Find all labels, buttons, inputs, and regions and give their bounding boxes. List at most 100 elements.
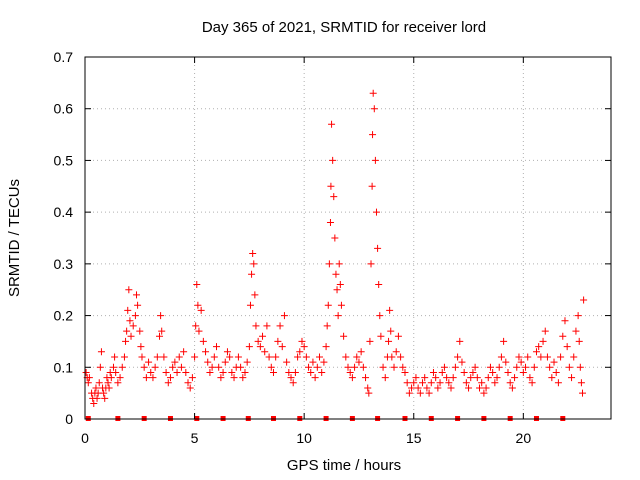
data-point bbox=[387, 327, 395, 335]
x-axis-label: GPS time / hours bbox=[287, 457, 401, 474]
data-point bbox=[524, 353, 532, 361]
data-point bbox=[109, 363, 117, 371]
data-point bbox=[127, 332, 135, 340]
data-point bbox=[125, 286, 133, 294]
data-point bbox=[329, 156, 337, 164]
data-point bbox=[330, 193, 338, 201]
data-point bbox=[261, 348, 269, 356]
data-point bbox=[283, 358, 291, 366]
data-point bbox=[548, 374, 556, 382]
data-point bbox=[434, 384, 442, 392]
data-point bbox=[219, 368, 227, 376]
data-point bbox=[112, 368, 120, 376]
data-point bbox=[101, 394, 109, 402]
data-point bbox=[563, 343, 571, 351]
data-point bbox=[300, 343, 308, 351]
data-point bbox=[399, 363, 407, 371]
data-point bbox=[526, 374, 534, 382]
y-tick-label: 0 bbox=[65, 411, 73, 427]
data-point bbox=[241, 368, 249, 376]
data-point bbox=[530, 363, 538, 371]
data-point bbox=[484, 374, 492, 382]
data-point bbox=[471, 363, 479, 371]
data-point bbox=[147, 368, 155, 376]
data-point bbox=[307, 368, 315, 376]
data-point bbox=[432, 374, 440, 382]
data-point bbox=[318, 368, 326, 376]
data-point bbox=[344, 363, 352, 371]
data-point bbox=[565, 363, 573, 371]
data-point bbox=[458, 358, 466, 366]
data-point bbox=[412, 374, 420, 382]
data-point bbox=[188, 374, 196, 382]
data-point bbox=[252, 322, 260, 330]
data-point bbox=[467, 374, 475, 382]
data-point bbox=[465, 384, 473, 392]
data-point bbox=[272, 353, 280, 361]
data-point bbox=[104, 379, 112, 387]
data-point bbox=[557, 353, 565, 361]
data-point bbox=[410, 379, 418, 387]
data-point bbox=[320, 358, 328, 366]
data-point bbox=[85, 374, 93, 382]
data-point bbox=[84, 379, 92, 387]
data-point bbox=[451, 363, 459, 371]
data-point bbox=[313, 363, 321, 371]
data-point bbox=[199, 337, 207, 345]
data-point bbox=[462, 379, 470, 387]
data-point bbox=[230, 374, 238, 382]
data-point bbox=[120, 353, 128, 361]
data-point bbox=[381, 374, 389, 382]
data-point bbox=[326, 218, 334, 226]
data-point bbox=[107, 374, 115, 382]
data-point bbox=[311, 374, 319, 382]
data-point bbox=[175, 353, 183, 361]
data-point bbox=[234, 353, 242, 361]
data-point bbox=[502, 358, 510, 366]
data-point bbox=[333, 286, 341, 294]
data-point bbox=[495, 363, 503, 371]
data-point bbox=[325, 260, 333, 268]
data-point bbox=[166, 374, 174, 382]
data-point bbox=[228, 368, 236, 376]
data-point bbox=[513, 363, 521, 371]
data-point bbox=[331, 234, 339, 242]
data-point bbox=[546, 363, 554, 371]
x-tick-label: 15 bbox=[406, 430, 422, 446]
data-point bbox=[173, 368, 181, 376]
data-point bbox=[184, 379, 192, 387]
y-tick-label: 0.4 bbox=[54, 204, 74, 220]
data-point bbox=[269, 368, 277, 376]
data-point bbox=[208, 363, 216, 371]
data-point bbox=[332, 270, 340, 278]
data-point bbox=[416, 389, 424, 397]
data-point bbox=[322, 343, 330, 351]
data-point bbox=[379, 363, 387, 371]
data-point bbox=[535, 343, 543, 351]
data-point bbox=[217, 374, 225, 382]
data-point bbox=[156, 332, 164, 340]
x-tick-label: 20 bbox=[516, 430, 532, 446]
data-point bbox=[570, 353, 578, 361]
data-point bbox=[226, 353, 234, 361]
data-point bbox=[511, 374, 519, 382]
data-point bbox=[405, 389, 413, 397]
data-point bbox=[482, 384, 490, 392]
data-point bbox=[522, 363, 530, 371]
data-point bbox=[194, 301, 202, 309]
data-point bbox=[367, 260, 375, 268]
data-point bbox=[517, 358, 525, 366]
data-point bbox=[486, 363, 494, 371]
data-point bbox=[504, 368, 512, 376]
data-point bbox=[158, 327, 166, 335]
data-point bbox=[324, 301, 332, 309]
data-point bbox=[280, 312, 288, 320]
data-point bbox=[362, 374, 370, 382]
data-point bbox=[541, 327, 549, 335]
data-point bbox=[191, 353, 199, 361]
data-point bbox=[249, 250, 257, 258]
data-point bbox=[559, 332, 567, 340]
data-point bbox=[508, 384, 516, 392]
data-point bbox=[215, 363, 223, 371]
data-point bbox=[580, 296, 588, 304]
